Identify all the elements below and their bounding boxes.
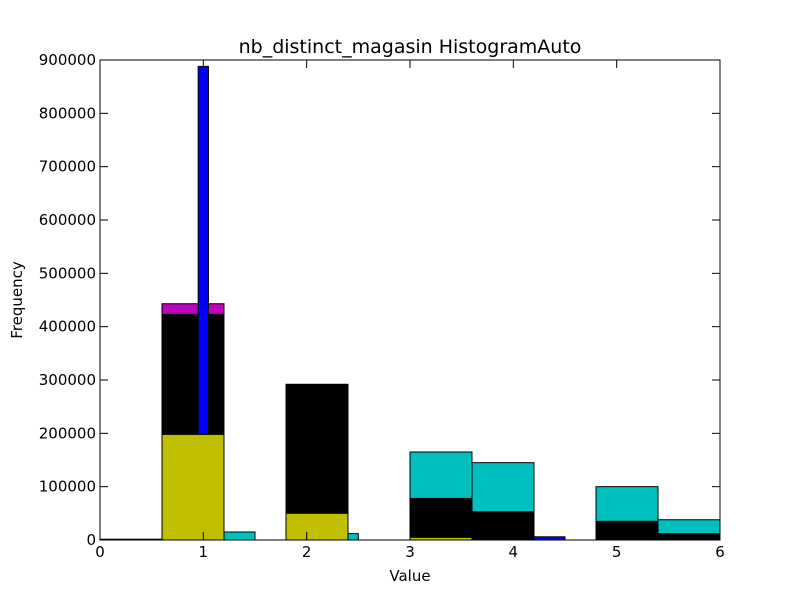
histogram-bar-s2-b5 bbox=[657, 533, 721, 541]
histogram-bar-s0-b1 bbox=[223, 531, 256, 541]
x-tick-label: 5 bbox=[612, 543, 622, 561]
x-tick-label: 4 bbox=[509, 543, 519, 561]
y-tick-label: 100000 bbox=[39, 478, 96, 496]
histogram-bar-s0-b2 bbox=[347, 533, 359, 541]
histogram-bar-s2-b4 bbox=[595, 520, 659, 541]
y-tick-label: 600000 bbox=[39, 211, 96, 229]
x-tick-label: 2 bbox=[302, 543, 312, 561]
histogram-bar-s2-b3 bbox=[471, 511, 535, 541]
y-tick-label: 500000 bbox=[39, 264, 96, 282]
y-tick-label: 800000 bbox=[39, 104, 96, 122]
y-tick-label: 300000 bbox=[39, 371, 96, 389]
bars-layer bbox=[99, 65, 721, 541]
y-tick-label: 700000 bbox=[39, 158, 96, 176]
histogram-bar-s4-b2 bbox=[285, 512, 349, 541]
histogram-bar-s4-b1 bbox=[161, 433, 225, 541]
x-axis-label: Value bbox=[389, 567, 430, 585]
y-axis-label: Frequency bbox=[8, 261, 26, 339]
ticks-layer: 0 1 2 3 4 5 6 0 100000 200000 300000 400000 500000 60… bbox=[39, 51, 725, 561]
y-tick-label: 900000 bbox=[39, 51, 96, 69]
y-tick-label: 200000 bbox=[39, 424, 96, 442]
x-tick-label: 0 bbox=[95, 543, 105, 561]
plot-frame bbox=[99, 59, 721, 541]
x-tick-label: 6 bbox=[715, 543, 725, 561]
x-tick-label: 3 bbox=[405, 543, 415, 561]
y-tick-label: 400000 bbox=[39, 318, 96, 336]
chart-title: nb_distinct_magasin HistogramAuto bbox=[239, 36, 582, 58]
y-tick-label: 0 bbox=[86, 531, 96, 549]
histogram-bar-s2-b2 bbox=[409, 497, 473, 541]
x-tick-label: 1 bbox=[199, 543, 209, 561]
